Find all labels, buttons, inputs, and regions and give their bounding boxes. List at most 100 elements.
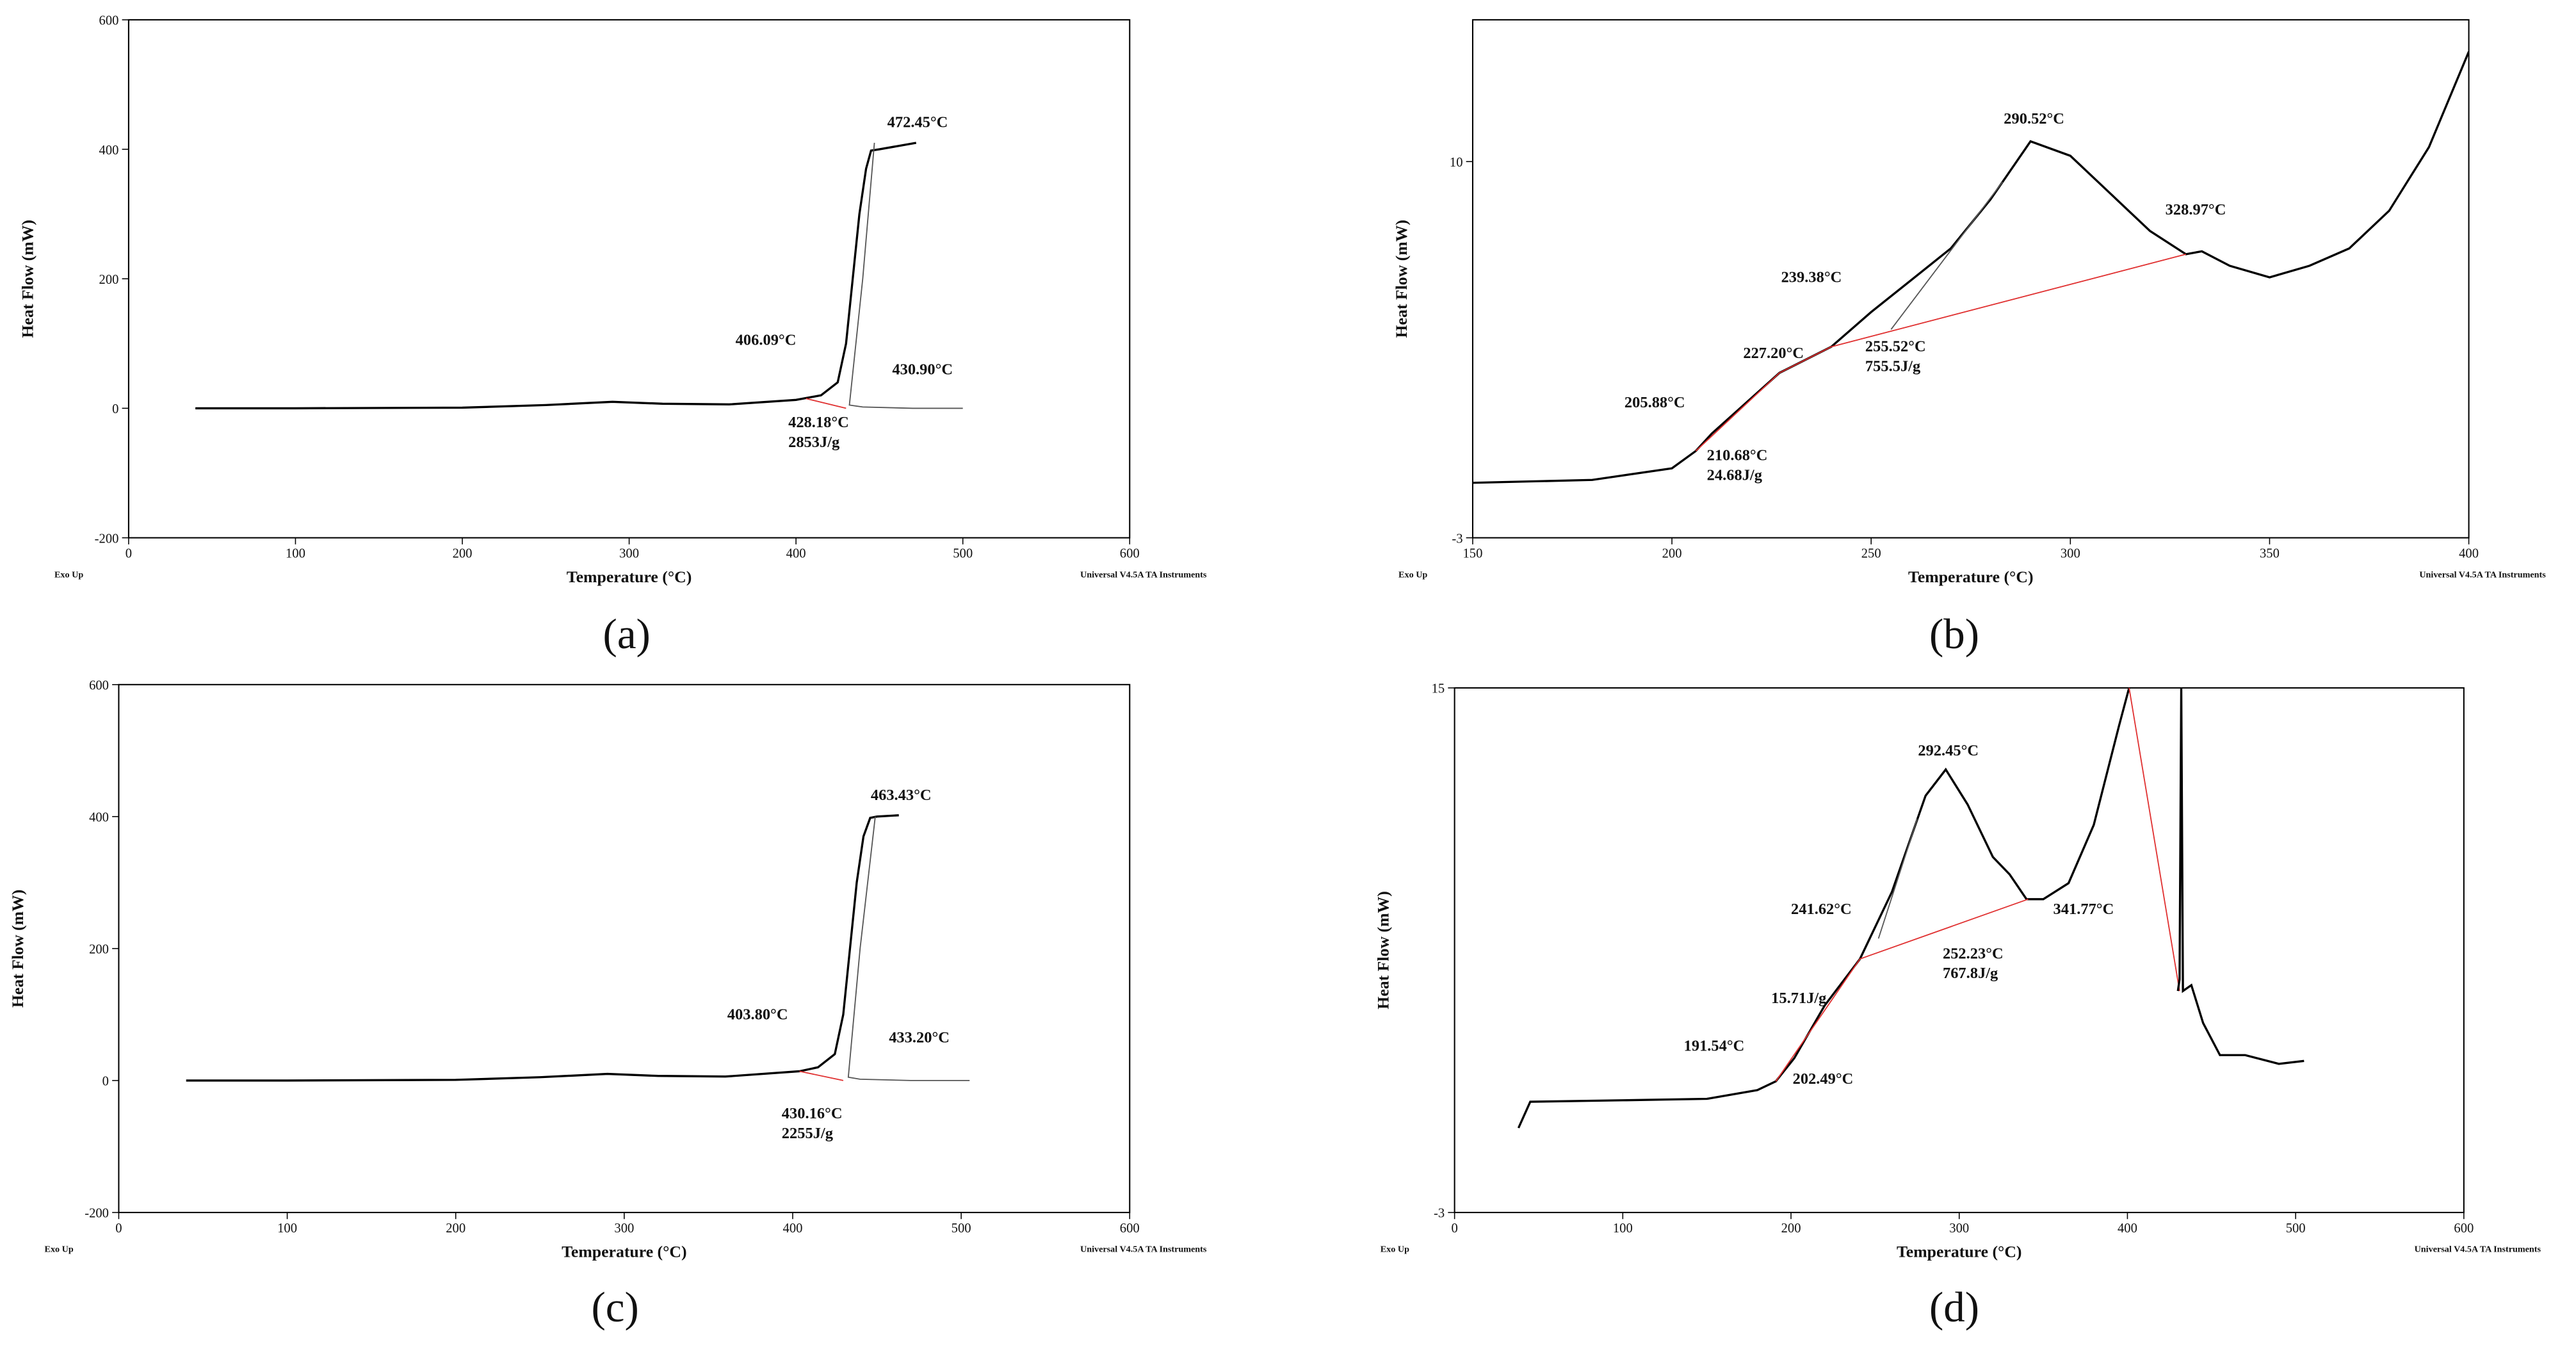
x-tick-label: 100 xyxy=(277,1221,297,1236)
annotation: 2853J/g xyxy=(788,434,839,451)
annotation: 430.90°C xyxy=(892,361,953,379)
panel-label: (b) xyxy=(1929,610,1979,658)
y-axis-label: Heat Flow (mW) xyxy=(8,890,27,1008)
curve xyxy=(1695,253,2187,452)
curve xyxy=(1890,181,2004,330)
annotation: 227.20°C xyxy=(1743,345,1804,362)
annotation: 341.77°C xyxy=(2054,901,2114,918)
x-tick-label: 100 xyxy=(286,546,305,560)
x-tick-label: 600 xyxy=(2454,1221,2474,1236)
y-tick-label: -3 xyxy=(1434,1207,1445,1221)
annotation: 403.80°C xyxy=(727,1006,788,1024)
x-tick-label: 300 xyxy=(1949,1221,1969,1236)
x-tick-label: 600 xyxy=(1120,546,1140,560)
y-tick-label: 400 xyxy=(89,811,109,825)
x-tick-label: 600 xyxy=(1120,1221,1140,1236)
x-axis-label: Temperature (°C) xyxy=(1908,568,2034,586)
annotation: 255.52°C xyxy=(1865,338,1926,355)
x-tick-label: 300 xyxy=(619,546,639,560)
annotation: 755.5J/g xyxy=(1865,357,1920,375)
annotation: 428.18°C xyxy=(788,414,849,431)
plot-frame xyxy=(127,19,1131,539)
annotation: 24.68J/g xyxy=(1707,466,1762,484)
exo-up: Exo Up xyxy=(1398,569,1427,580)
x-tick-label: 0 xyxy=(1451,1221,1457,1236)
x-tick-label: 0 xyxy=(126,546,132,560)
y-tick-label: -200 xyxy=(85,1207,109,1221)
panel-label: (a) xyxy=(603,610,651,658)
y-axis-label: Heat Flow (mW) xyxy=(1374,891,1393,1009)
curve xyxy=(799,1070,844,1081)
annotation: 433.20°C xyxy=(889,1029,950,1047)
y-tick-label: -3 xyxy=(1452,532,1462,546)
exo-up: Exo Up xyxy=(45,1245,74,1255)
annotation: 241.62°C xyxy=(1791,901,1852,918)
annotation: 205.88°C xyxy=(1624,394,1685,411)
x-tick-label: 500 xyxy=(952,1221,971,1236)
annotation: 292.45°C xyxy=(1918,742,1979,760)
y-tick-label: 600 xyxy=(99,14,119,28)
x-tick-label: 300 xyxy=(614,1221,634,1236)
x-tick-label: 200 xyxy=(1781,1221,1801,1236)
y-tick-label: 15 xyxy=(1432,682,1445,696)
x-tick-label: 150 xyxy=(1463,546,1483,560)
x-tick-label: 500 xyxy=(2286,1221,2306,1236)
annotation: 463.43°C xyxy=(871,787,932,804)
curve xyxy=(806,398,847,409)
x-axis-label: Temperature (°C) xyxy=(1897,1242,2022,1261)
x-tick-label: 350 xyxy=(2260,546,2280,560)
x-tick-label: 500 xyxy=(953,546,973,560)
annotation: 290.52°C xyxy=(2004,110,2064,127)
x-tick-label: 400 xyxy=(786,546,806,560)
curve xyxy=(1775,898,2029,1082)
y-tick-label: 10 xyxy=(1450,156,1463,170)
x-tick-label: 300 xyxy=(2061,546,2080,560)
panel-label: (c) xyxy=(592,1284,639,1331)
curve xyxy=(1877,819,1918,939)
annotation: 15.71J/g xyxy=(1771,990,1826,1007)
curve xyxy=(1517,687,2130,1129)
y-tick-label: 200 xyxy=(89,943,109,957)
instrument: Universal V4.5A TA Instruments xyxy=(1080,569,1207,580)
y-tick-label: 0 xyxy=(112,402,118,416)
y-tick-label: 600 xyxy=(89,679,109,693)
annotation: 2255J/g xyxy=(782,1125,833,1142)
instrument: Universal V4.5A TA Instruments xyxy=(2419,569,2546,580)
plot-frame xyxy=(118,683,1131,1213)
annotation: 239.38°C xyxy=(1781,268,1842,286)
x-tick-label: 100 xyxy=(1613,1221,1633,1236)
x-tick-label: 400 xyxy=(783,1221,803,1236)
annotation: 430.16°C xyxy=(782,1105,843,1122)
instrument: Universal V4.5A TA Instruments xyxy=(1080,1245,1207,1255)
curve xyxy=(186,814,899,1082)
annotation: 767.8J/g xyxy=(1943,965,1998,982)
x-tick-label: 250 xyxy=(1861,546,1881,560)
x-tick-label: 0 xyxy=(115,1221,122,1236)
x-axis-label: Temperature (°C) xyxy=(567,568,692,586)
plot-frame xyxy=(1471,19,2470,539)
curve xyxy=(848,142,963,409)
annotation: 202.49°C xyxy=(1793,1070,1854,1088)
annotation: 328.97°C xyxy=(2166,201,2226,218)
instrument: Universal V4.5A TA Instruments xyxy=(2415,1245,2541,1255)
annotation: 191.54°C xyxy=(1684,1038,1745,1055)
y-tick-label: 0 xyxy=(102,1075,109,1089)
y-tick-label: 400 xyxy=(99,143,119,158)
curve xyxy=(2128,687,2180,992)
x-tick-label: 200 xyxy=(453,546,473,560)
exo-up: Exo Up xyxy=(1381,1245,1409,1255)
curve xyxy=(195,142,917,410)
panel-label: (d) xyxy=(1929,1284,1979,1331)
curve xyxy=(2176,687,2305,1065)
x-tick-label: 400 xyxy=(2118,1221,2137,1236)
y-tick-label: 200 xyxy=(99,273,119,287)
exo-up: Exo Up xyxy=(54,569,83,580)
y-axis-label: Heat Flow (mW) xyxy=(19,220,37,338)
annotation: 210.68°C xyxy=(1707,447,1768,464)
annotation: 406.09°C xyxy=(736,331,797,348)
curve xyxy=(847,816,970,1081)
y-tick-label: -200 xyxy=(95,532,119,546)
x-tick-label: 400 xyxy=(2459,546,2479,560)
annotation: 472.45°C xyxy=(887,113,948,131)
